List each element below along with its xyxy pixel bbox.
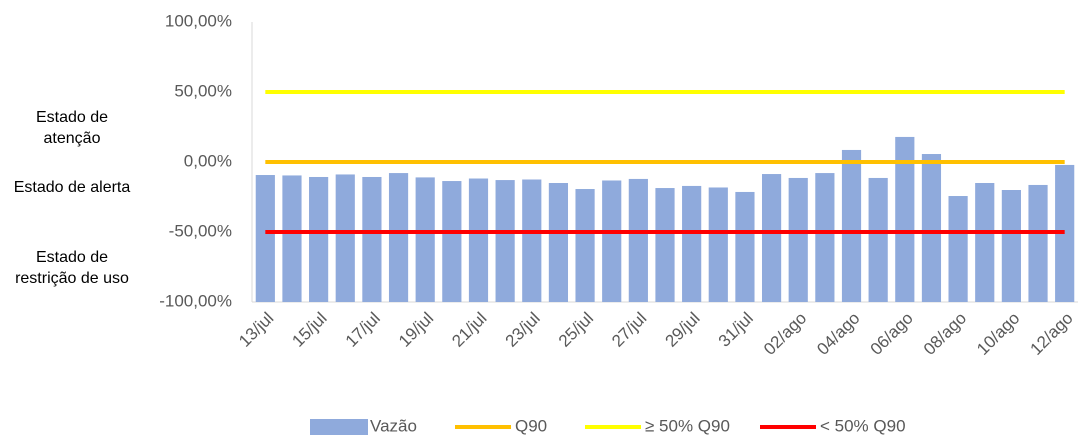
annotation: Estado de atenção: [35, 109, 109, 147]
y-tick-label: -50,00%: [169, 221, 232, 240]
bar: [575, 189, 595, 302]
y-tick-label: -100,00%: [159, 291, 232, 310]
legend-label: Vazão: [370, 416, 417, 435]
bar: [708, 187, 728, 302]
bar: [761, 174, 782, 302]
bar: [548, 183, 569, 302]
y-tick-label: 100,00%: [165, 11, 232, 30]
bar: [309, 176, 329, 302]
x-tick-label: 02/ago: [760, 309, 810, 359]
bar: [841, 149, 862, 302]
bar: [948, 196, 968, 302]
legend-label: Q90: [515, 416, 547, 435]
x-tick-label: 23/jul: [502, 309, 544, 351]
annotation: Estado de alerta: [13, 179, 131, 196]
x-tick-label: 31/jul: [715, 309, 757, 351]
bar: [282, 175, 302, 302]
bar: [362, 176, 382, 302]
legend-swatch: [310, 419, 368, 435]
x-tick-label: 27/jul: [608, 309, 650, 351]
x-tick-label: 12/ago: [1026, 309, 1076, 359]
x-tick-label: 10/ago: [973, 309, 1023, 359]
bar: [655, 188, 675, 302]
x-tick-label: 29/jul: [661, 309, 703, 351]
bar: [335, 174, 355, 302]
x-tick-label: 21/jul: [448, 309, 490, 351]
x-tick-label: 15/jul: [288, 309, 330, 351]
y-tick-label: 0,00%: [184, 151, 232, 170]
x-tick-label: 08/ago: [920, 309, 970, 359]
x-tick-label: 13/jul: [235, 309, 277, 351]
bar: [495, 180, 515, 302]
x-tick-label: 06/ago: [867, 309, 917, 359]
bar: [788, 177, 808, 302]
bar: [921, 154, 942, 302]
bar: [442, 181, 462, 302]
bar: [602, 180, 622, 302]
bar: [628, 178, 648, 302]
bar: [868, 177, 888, 302]
bar: [735, 191, 755, 302]
bar: [975, 183, 995, 302]
bar: [1001, 190, 1021, 302]
bar: [682, 185, 702, 302]
bar: [1055, 164, 1075, 302]
bar: [522, 179, 542, 302]
legend-label: < 50% Q90: [820, 416, 906, 435]
bar: [815, 173, 835, 302]
bar: [255, 175, 275, 302]
x-tick-label: 25/jul: [555, 309, 597, 351]
legend-label: ≥ 50% Q90: [645, 416, 730, 435]
annotation: Estado de restrição de uso: [15, 249, 129, 287]
x-tick-label: 19/jul: [395, 309, 437, 351]
bar: [388, 173, 409, 302]
bar: [895, 136, 915, 302]
y-tick-label: 50,00%: [174, 81, 232, 100]
bar: [468, 178, 489, 302]
x-tick-label: 04/ago: [813, 309, 863, 359]
bar: [415, 177, 435, 302]
bar: [1028, 184, 1048, 302]
x-tick-label: 17/jul: [342, 309, 384, 351]
